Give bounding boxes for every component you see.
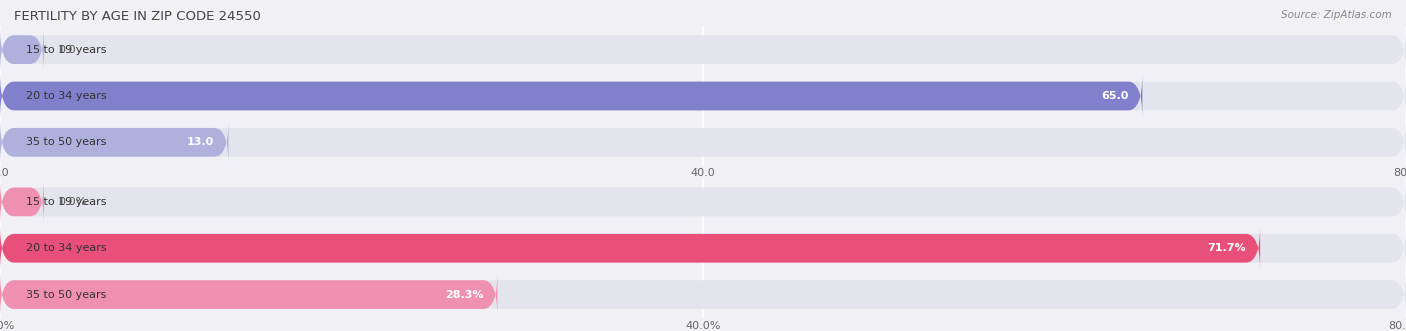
Text: 0.0: 0.0 — [58, 45, 76, 55]
FancyBboxPatch shape — [0, 272, 1406, 317]
Text: FERTILITY BY AGE IN ZIP CODE 24550: FERTILITY BY AGE IN ZIP CODE 24550 — [14, 10, 262, 23]
Text: 65.0: 65.0 — [1101, 91, 1129, 101]
FancyBboxPatch shape — [0, 27, 44, 72]
FancyBboxPatch shape — [0, 272, 498, 317]
Text: 35 to 50 years: 35 to 50 years — [27, 137, 107, 147]
Text: 13.0: 13.0 — [187, 137, 214, 147]
FancyBboxPatch shape — [0, 225, 1406, 271]
Text: 35 to 50 years: 35 to 50 years — [27, 290, 107, 300]
Text: 20 to 34 years: 20 to 34 years — [27, 243, 107, 253]
Text: 0.0%: 0.0% — [58, 197, 86, 207]
FancyBboxPatch shape — [0, 73, 1142, 119]
FancyBboxPatch shape — [0, 27, 1406, 72]
Text: Source: ZipAtlas.com: Source: ZipAtlas.com — [1281, 10, 1392, 20]
Text: 20 to 34 years: 20 to 34 years — [27, 91, 107, 101]
FancyBboxPatch shape — [0, 119, 1406, 165]
FancyBboxPatch shape — [0, 73, 1406, 119]
Text: 28.3%: 28.3% — [444, 290, 484, 300]
FancyBboxPatch shape — [0, 179, 1406, 225]
FancyBboxPatch shape — [0, 179, 44, 225]
FancyBboxPatch shape — [0, 225, 1260, 271]
FancyBboxPatch shape — [0, 119, 228, 165]
Text: 71.7%: 71.7% — [1208, 243, 1246, 253]
Text: 15 to 19 years: 15 to 19 years — [27, 45, 107, 55]
Text: 15 to 19 years: 15 to 19 years — [27, 197, 107, 207]
